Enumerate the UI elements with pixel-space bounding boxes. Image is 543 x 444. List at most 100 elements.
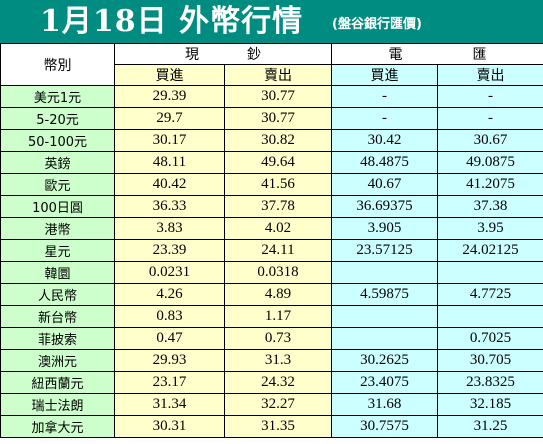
cash-group-char-2: 鈔 xyxy=(247,47,261,63)
wire-sell-cell: - xyxy=(437,85,543,108)
cash-sell-cell: 37.78 xyxy=(224,195,332,218)
cash-buy-cell: 0.83 xyxy=(114,305,225,328)
currency-cell: 港幣 xyxy=(0,217,115,240)
currency-cell: 澳洲元 xyxy=(0,349,115,372)
wire-sell-cell: 41.2075 xyxy=(437,173,543,196)
wire-group-char-1: 電 xyxy=(388,47,403,63)
table-row: 韓圜 0.0231 0.0318 xyxy=(0,261,543,284)
cash-buy-cell: 23.17 xyxy=(114,371,225,394)
wire-sell-cell xyxy=(437,261,543,284)
cash-buy-cell: 48.11 xyxy=(114,151,225,174)
cash-sell-cell: 31.3 xyxy=(224,349,332,372)
cash-sell-cell: 41.56 xyxy=(224,173,332,196)
wire-sell-cell: - xyxy=(437,107,543,130)
table-row: 美元1元 29.39 30.77- - xyxy=(0,85,543,108)
cash-sell-cell: 24.11 xyxy=(224,239,332,262)
page-subtitle: (盤谷銀行匯價) xyxy=(332,17,422,32)
cash-buy-cell: 36.33 xyxy=(114,195,225,218)
wire-sell-cell: 0.7025 xyxy=(437,327,543,350)
wire-buy-cell: - xyxy=(331,107,438,130)
cash-sell-cell: 32.27 xyxy=(224,393,332,416)
wire-sell-cell: 4.7725 xyxy=(437,283,543,306)
cash-buy-cell: 0.0231 xyxy=(114,261,225,284)
currency-cell: 人民幣 xyxy=(0,283,115,306)
currency-cell: 英鎊 xyxy=(0,151,115,174)
wire-buy-cell: - xyxy=(331,85,438,108)
rates-table: 幣別 現鈔 電匯 買進 賣出 買進 賣出 美元1元 29.39 30.77- -5-2… xyxy=(0,43,543,438)
cash-buy-header: 買進 xyxy=(114,64,225,86)
wire-buy-cell: 36.69375 xyxy=(331,195,438,218)
wire-buy-cell xyxy=(331,327,438,350)
cash-group-header: 現鈔 xyxy=(114,43,332,65)
table-row: 50-100元 30.17 30.82 30.42 30.67 xyxy=(0,129,543,152)
wire-buy-header: 買進 xyxy=(331,64,438,86)
wire-buy-cell: 31.68 xyxy=(331,393,438,416)
wire-buy-cell xyxy=(331,305,438,328)
cash-buy-cell: 30.17 xyxy=(114,129,225,152)
currency-cell: 100日圓 xyxy=(0,195,115,218)
currency-cell: 歐元 xyxy=(0,173,115,196)
cash-sell-cell: 24.32 xyxy=(224,371,332,394)
wire-sell-cell: 3.95 xyxy=(437,217,543,240)
cash-buy-cell: 4.26 xyxy=(114,283,225,306)
header-row-groups: 幣別 現鈔 電匯 xyxy=(0,43,543,86)
cash-sell-cell: 1.17 xyxy=(224,305,332,328)
wire-sell-cell xyxy=(437,305,543,328)
table-row: 100日圓 36.33 37.78 36.69375 37.38 xyxy=(0,195,543,218)
currency-cell: 5-20元 xyxy=(0,107,115,130)
cash-sell-cell: 0.0318 xyxy=(224,261,332,284)
currency-cell: 韓圜 xyxy=(0,261,115,284)
cash-sell-cell: 31.35 xyxy=(224,415,332,438)
currency-cell: 星元 xyxy=(0,239,115,262)
cash-sell-cell: 30.82 xyxy=(224,129,332,152)
cash-sell-cell: 49.64 xyxy=(224,151,332,174)
wire-sell-header: 賣出 xyxy=(437,64,543,86)
wire-group-char-2: 匯 xyxy=(472,47,487,63)
cash-sell-cell: 4.89 xyxy=(224,283,332,306)
cash-buy-cell: 30.31 xyxy=(114,415,225,438)
wire-buy-cell: 23.4075 xyxy=(331,371,438,394)
cash-group-char-1: 現 xyxy=(185,47,199,63)
cash-buy-cell: 0.47 xyxy=(114,327,225,350)
currency-column-header: 幣別 xyxy=(0,43,115,86)
table-row: 瑞士法朗 31.34 32.27 31.68 32.185 xyxy=(0,393,543,416)
table-row: 人民幣 4.26 4.89 4.59875 4.7725 xyxy=(0,283,543,306)
wire-sell-cell: 37.38 xyxy=(437,195,543,218)
table-row: 新台幣 0.83 1.17 xyxy=(0,305,543,328)
wire-group-header: 電匯 xyxy=(331,43,543,65)
cash-sell-cell: 4.02 xyxy=(224,217,332,240)
table-row: 5-20元 29.7 30.77- - xyxy=(0,107,543,130)
cash-buy-cell: 3.83 xyxy=(114,217,225,240)
wire-sell-cell: 49.0875 xyxy=(437,151,543,174)
cash-sell-header: 賣出 xyxy=(224,64,332,86)
table-row: 加拿大元 30.31 31.35 30.7575 31.25 xyxy=(0,415,543,438)
table-row: 港幣 3.83 4.02 3.905 3.95 xyxy=(0,217,543,240)
wire-sell-cell: 23.8325 xyxy=(437,371,543,394)
wire-buy-cell: 30.2625 xyxy=(331,349,438,372)
cash-buy-cell: 29.39 xyxy=(114,85,225,108)
wire-buy-cell: 4.59875 xyxy=(331,283,438,306)
currency-cell: 加拿大元 xyxy=(0,415,115,438)
title-bar: 1月18日 外幣行情 (盤谷銀行匯價) xyxy=(0,0,543,43)
cash-buy-cell: 23.39 xyxy=(114,239,225,262)
wire-buy-cell: 48.4875 xyxy=(331,151,438,174)
wire-sell-cell: 24.02125 xyxy=(437,239,543,262)
table-row: 星元 23.39 24.11 23.57125 24.02125 xyxy=(0,239,543,262)
cash-sell-cell: 0.73 xyxy=(224,327,332,350)
table-row: 澳洲元 29.93 31.3 30.2625 30.705 xyxy=(0,349,543,372)
currency-cell: 菲披索 xyxy=(0,327,115,350)
wire-sell-cell: 31.25 xyxy=(437,415,543,438)
cash-sell-cell: 30.77 xyxy=(224,107,332,130)
table-row: 歐元 40.42 41.56 40.67 41.2075 xyxy=(0,173,543,196)
table-row: 菲披索 0.47 0.73 0.7025 xyxy=(0,327,543,350)
wire-buy-cell xyxy=(331,261,438,284)
wire-sell-cell: 32.185 xyxy=(437,393,543,416)
cash-sell-cell: 30.77 xyxy=(224,85,332,108)
wire-buy-cell: 30.42 xyxy=(331,129,438,152)
cash-buy-cell: 29.7 xyxy=(114,107,225,130)
currency-cell: 50-100元 xyxy=(0,129,115,152)
currency-cell: 瑞士法朗 xyxy=(0,393,115,416)
wire-sell-cell: 30.67 xyxy=(437,129,543,152)
currency-cell: 紐西蘭元 xyxy=(0,371,115,394)
